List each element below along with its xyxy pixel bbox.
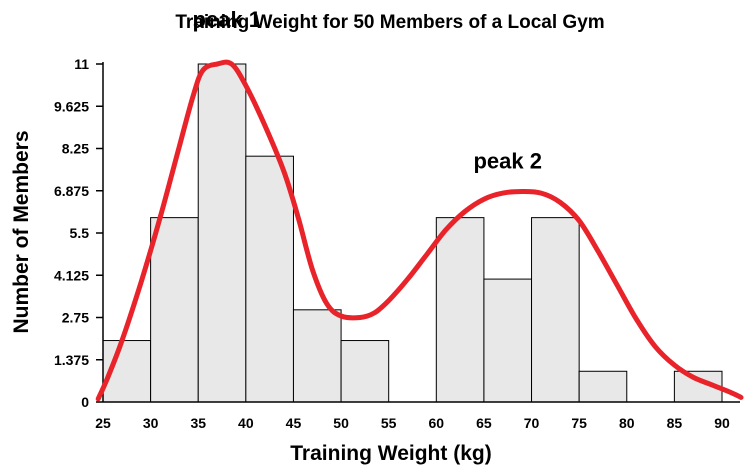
annotation-peak-1: peak 1 bbox=[193, 7, 262, 32]
x-tick-label: 40 bbox=[238, 415, 254, 431]
bar-30-35 bbox=[150, 217, 199, 403]
x-tick-label: 90 bbox=[714, 415, 730, 431]
axes-group bbox=[102, 62, 740, 403]
y-tick-label: 5.5 bbox=[70, 225, 90, 241]
bars-group bbox=[102, 63, 723, 403]
x-tick-label: 30 bbox=[143, 415, 159, 431]
x-tick-label: 60 bbox=[429, 415, 445, 431]
bar-45-50 bbox=[292, 309, 342, 403]
x-tick-label: 55 bbox=[381, 415, 397, 431]
bar-75-80 bbox=[578, 370, 628, 403]
y-tick-label: 8.25 bbox=[62, 141, 89, 157]
bar-70-75 bbox=[531, 217, 580, 403]
bar-40-45 bbox=[245, 155, 294, 403]
ticks-group: 0 1.375 2.75 4.125 5.5 6.875 8.25 9.625 11 25 30 35… bbox=[54, 56, 730, 431]
x-tick-label: 50 bbox=[333, 415, 349, 431]
x-tick-label: 75 bbox=[571, 415, 587, 431]
density-curve bbox=[95, 59, 744, 402]
x-tick-label: 35 bbox=[190, 415, 206, 431]
annotation-peak-2: peak 2 bbox=[473, 148, 542, 173]
bar-60-65 bbox=[435, 217, 485, 403]
x-tick-label: 65 bbox=[476, 415, 492, 431]
y-tick-label: 1.375 bbox=[54, 352, 89, 368]
annotations-group: peak 1 peak 2 bbox=[193, 7, 542, 173]
y-tick-label: 0 bbox=[81, 394, 89, 410]
y-tick-label: 11 bbox=[74, 56, 89, 72]
y-tick-label: 6.875 bbox=[54, 183, 89, 199]
y-tick-label: 2.75 bbox=[62, 310, 89, 326]
y-tick-label: 9.625 bbox=[54, 98, 89, 114]
bar-35-40 bbox=[197, 63, 247, 403]
chart-title: Training Weight for 50 Members of a Loca… bbox=[175, 12, 604, 33]
x-axis-label: Training Weight (kg) bbox=[290, 442, 491, 465]
bar-50-55 bbox=[340, 340, 390, 403]
x-tick-label: 25 bbox=[95, 415, 111, 431]
y-axis-label: Number of Members bbox=[10, 130, 33, 333]
x-tick-label: 80 bbox=[619, 415, 635, 431]
bar-65-70 bbox=[483, 278, 533, 403]
x-tick-label: 70 bbox=[524, 415, 540, 431]
y-tick-label: 4.125 bbox=[54, 267, 89, 283]
x-tick-label: 45 bbox=[286, 415, 302, 431]
x-tick-label: 85 bbox=[667, 415, 683, 431]
density-curve-group bbox=[95, 59, 744, 402]
